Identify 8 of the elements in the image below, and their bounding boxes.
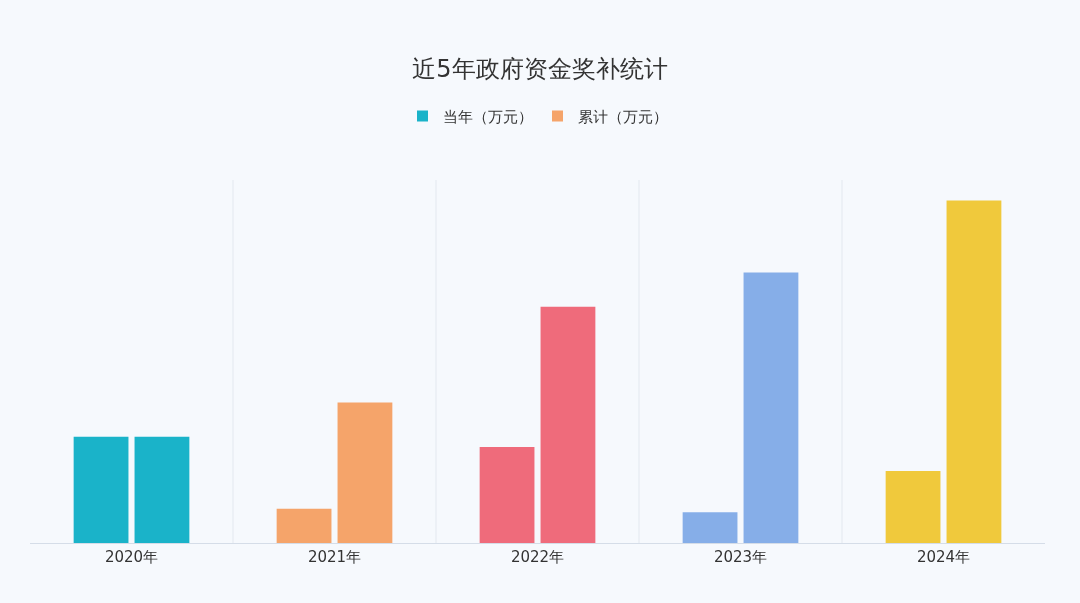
x-tick-label: 2020年 [104, 548, 159, 566]
x-tick-label: 2022年 [510, 548, 565, 566]
legend-label: 累计（万元） [577, 107, 668, 126]
x-tick-label: 2021年 [307, 548, 362, 566]
chart-title: 近5年政府资金奖补统计 [412, 55, 668, 84]
x-tick-label: 2024年 [916, 548, 971, 566]
x-tick-label: 2023年 [713, 548, 768, 566]
legend-label: 当年（万元） [442, 107, 533, 126]
